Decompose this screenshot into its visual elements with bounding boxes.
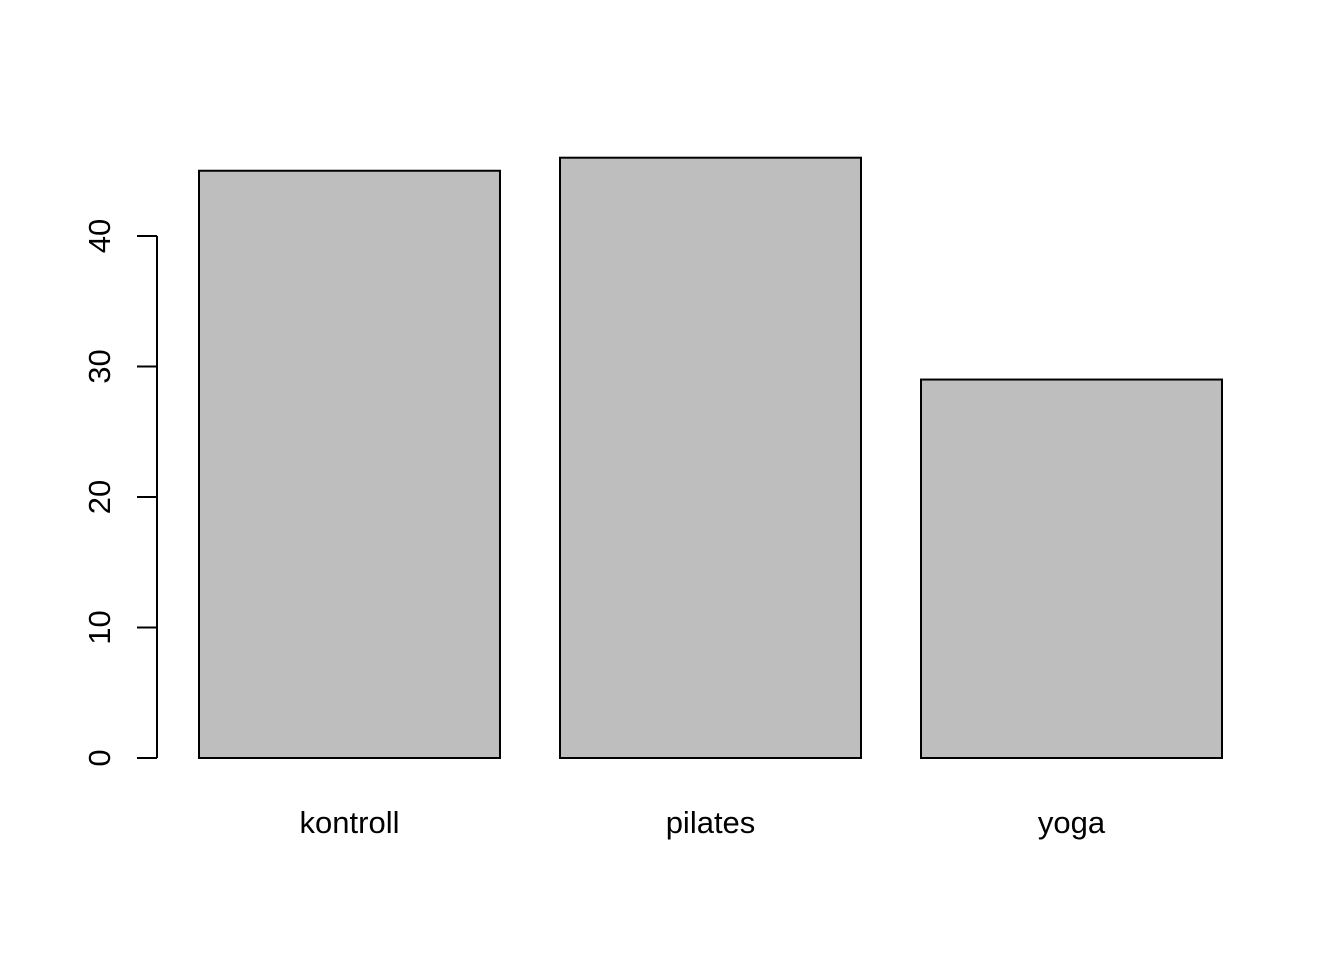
y-tick-label: 40 — [82, 219, 117, 253]
y-tick-label: 10 — [82, 610, 117, 644]
y-tick-label: 0 — [82, 749, 117, 766]
x-axis-labels: kontroll pilates yoga — [300, 805, 1106, 840]
y-tick-label: 30 — [82, 349, 117, 383]
x-tick-label-pilates: pilates — [666, 805, 756, 840]
y-axis: 0 10 20 30 40 — [82, 219, 158, 767]
bar-kontroll — [198, 169, 501, 759]
y-tick-label: 20 — [82, 480, 117, 514]
x-tick-label-kontroll: kontroll — [300, 805, 400, 840]
x-tick-label-yoga: yoga — [1038, 805, 1106, 840]
bar-pilates — [559, 156, 862, 759]
bar-yoga — [920, 378, 1223, 759]
bars — [198, 156, 1223, 759]
